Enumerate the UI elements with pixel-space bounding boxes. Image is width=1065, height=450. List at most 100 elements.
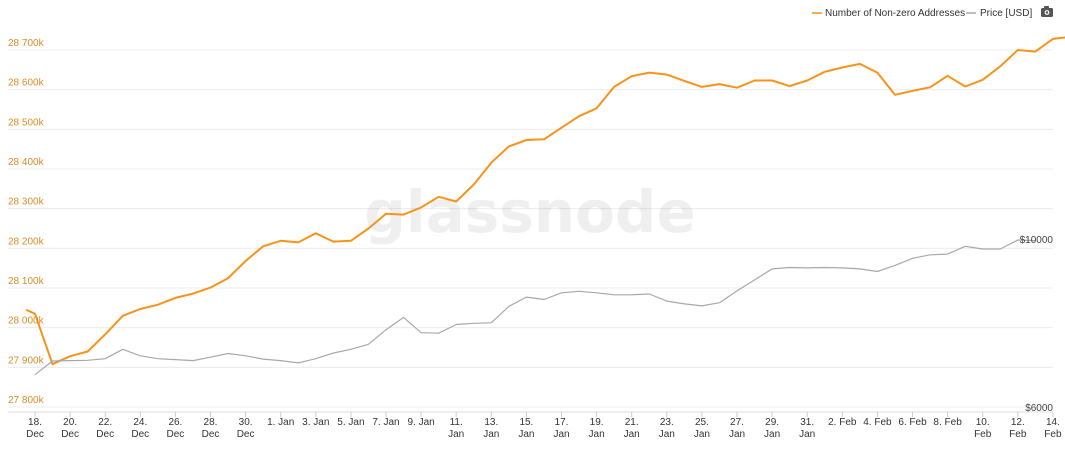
- legend-label-addresses: Number of Non-zero Addresses: [825, 8, 965, 19]
- x-tick: 11.Jan: [448, 412, 464, 440]
- y-tick-label: 28 200k: [8, 236, 45, 247]
- x-tick-label: 8. Feb: [933, 417, 962, 428]
- x-tick-label: 22.: [98, 417, 112, 428]
- x-tick: 18.Dec: [26, 412, 44, 440]
- x-tick-label: 15.: [519, 417, 533, 428]
- x-tick-label: 26.: [168, 417, 182, 428]
- x-tick-label: Jan: [694, 429, 710, 440]
- y2-tick-label: $6000: [1025, 403, 1053, 414]
- x-tick-label: 1. Jan: [267, 417, 294, 428]
- x-tick: 5. Jan: [337, 412, 365, 428]
- x-tick: 15.Jan: [518, 412, 534, 440]
- y-axis-left: 27 800k 27 900k 28 000k 28 100k 28 200k 28 30…: [8, 38, 45, 406]
- series-layer: [25, 36, 1065, 376]
- x-tick-label: Jan: [659, 429, 675, 440]
- x-tick: 8. Feb: [933, 412, 962, 428]
- x-tick-label: Feb: [1044, 429, 1062, 440]
- y-tick-label: 28 300k: [8, 197, 45, 208]
- x-tick: 20.Dec: [61, 412, 79, 440]
- x-tick: 3. Jan: [302, 412, 329, 428]
- x-tick-label: 2. Feb: [828, 417, 857, 428]
- x-tick-label: 31.: [800, 417, 814, 428]
- x-tick-label: Dec: [96, 429, 114, 440]
- x-tick-label: Jan: [553, 429, 569, 440]
- legend-item-addresses[interactable]: Number of Non-zero Addresses: [812, 8, 965, 19]
- x-tick-label: 24.: [133, 417, 147, 428]
- x-tick-label: 20.: [63, 417, 77, 428]
- series-line-addresses: [25, 36, 1065, 366]
- x-tick: 17.Jan: [553, 412, 570, 440]
- x-tick: 6. Feb: [898, 412, 927, 428]
- glassnode-watermark: glassnode: [364, 178, 696, 246]
- y-tick-label: 28 600k: [8, 78, 45, 89]
- y-tick-label: 27 800k: [8, 395, 45, 406]
- legend-label-price: Price [USD]: [980, 8, 1032, 19]
- y-tick-label: 28 700k: [8, 38, 45, 49]
- x-tick-label: 23.: [660, 417, 674, 428]
- y-tick-label: 28 500k: [8, 117, 45, 128]
- x-tick-label: 28.: [204, 417, 218, 428]
- x-tick: 12.Feb: [1009, 412, 1027, 440]
- x-tick: 4. Feb: [863, 412, 892, 428]
- x-tick: 30.Dec: [237, 412, 255, 440]
- camera-icon[interactable]: [1041, 6, 1053, 17]
- x-tick-label: 6. Feb: [898, 417, 927, 428]
- grid-layer: [8, 49, 1053, 413]
- y-tick-label: 28 100k: [8, 276, 45, 287]
- x-tick: 13.Jan: [483, 412, 499, 440]
- x-tick-label: 29.: [765, 417, 779, 428]
- x-tick-label: Jan: [589, 429, 605, 440]
- y-tick-label: 28 400k: [8, 157, 45, 168]
- y2-tick-label: $10000: [1020, 235, 1054, 246]
- x-tick-label: Jan: [764, 429, 780, 440]
- x-tick: 31.Jan: [799, 412, 815, 440]
- x-tick-label: Dec: [237, 429, 255, 440]
- x-tick-label: 5. Jan: [337, 417, 364, 428]
- x-tick-label: Jan: [624, 429, 640, 440]
- x-tick-label: 9. Jan: [407, 417, 434, 428]
- x-tick-label: Feb: [974, 429, 992, 440]
- x-axis: 18.Dec20.Dec22.Dec24.Dec26.Dec28.Dec30.D…: [26, 412, 1062, 440]
- series-line-price: [34, 239, 1036, 376]
- x-tick-label: 14.: [1046, 417, 1060, 428]
- x-tick-label: 3. Jan: [302, 417, 329, 428]
- x-tick-label: Dec: [26, 429, 44, 440]
- x-tick: 25.Jan: [694, 412, 710, 440]
- x-tick: 14.Feb: [1044, 412, 1062, 440]
- y-axis-right: $6000 $10000: [1020, 235, 1054, 414]
- x-tick: 7. Jan: [372, 412, 400, 428]
- x-tick-label: 4. Feb: [863, 417, 892, 428]
- x-tick: 29.Jan: [764, 412, 780, 440]
- x-tick-label: 21.: [625, 417, 639, 428]
- x-tick-label: 13.: [484, 417, 498, 428]
- y-tick-label: 27 900k: [8, 355, 45, 366]
- x-tick: 28.Dec: [202, 412, 220, 440]
- x-tick-label: Jan: [799, 429, 815, 440]
- x-tick: 23.Jan: [659, 412, 675, 440]
- x-tick-label: 11.: [450, 417, 463, 428]
- x-tick: 24.Dec: [131, 412, 149, 440]
- legend-item-price[interactable]: Price [USD]: [966, 8, 1032, 19]
- x-tick-label: 17.: [555, 417, 569, 428]
- x-tick-label: 10.: [976, 417, 990, 428]
- x-tick: 1. Jan: [267, 412, 294, 428]
- x-tick-label: 27.: [730, 417, 744, 428]
- x-tick: 22.Dec: [96, 412, 114, 440]
- x-tick: 9. Jan: [407, 412, 435, 428]
- x-tick-label: Feb: [1009, 429, 1027, 440]
- x-tick-label: 30.: [239, 417, 253, 428]
- x-tick-label: Dec: [167, 429, 185, 440]
- x-tick-label: Dec: [61, 429, 79, 440]
- x-tick: 27.Jan: [729, 412, 745, 440]
- x-tick-label: Dec: [202, 429, 220, 440]
- x-tick-label: Jan: [448, 429, 464, 440]
- x-tick-label: 12.: [1011, 417, 1025, 428]
- x-tick-label: Jan: [518, 429, 534, 440]
- x-tick: 21.Jan: [624, 412, 640, 440]
- x-tick-label: Dec: [131, 429, 149, 440]
- x-tick: 2. Feb: [828, 412, 857, 428]
- x-tick: 10.Feb: [974, 412, 992, 440]
- x-tick-label: Jan: [483, 429, 499, 440]
- x-tick-label: 19.: [590, 417, 604, 428]
